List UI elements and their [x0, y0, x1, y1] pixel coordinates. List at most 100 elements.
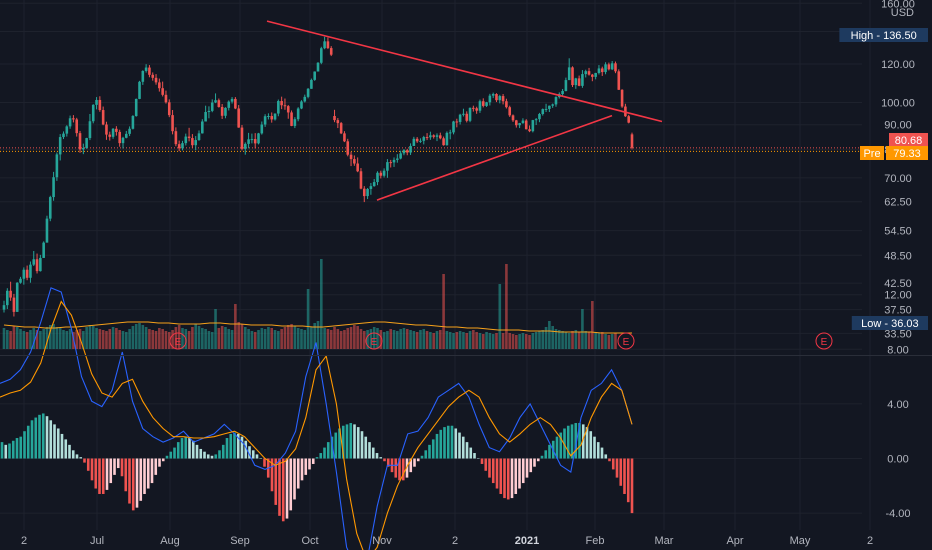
- candle-body: [614, 63, 617, 72]
- candle-body: [316, 62, 320, 72]
- candle-body: [475, 108, 478, 111]
- macd-histogram-bar: [473, 453, 476, 459]
- candle-body: [290, 112, 293, 126]
- macd-histogram-bar: [229, 433, 233, 459]
- candle-body: [210, 102, 214, 111]
- macd-histogram-bar: [416, 458, 420, 462]
- volume-bar: [293, 326, 297, 349]
- time-axis[interactable]: 2 Jul Aug Sep Oct Nov 2 2021 Feb Mar Apr May 2: [21, 535, 873, 547]
- volume-bar: [567, 333, 571, 349]
- volume-bar: [353, 325, 356, 349]
- candle-body: [306, 88, 310, 97]
- macd-histogram-bar: [308, 458, 311, 470]
- volume-bar: [452, 333, 455, 349]
- candle-body: [101, 110, 105, 125]
- volume-bar: [151, 330, 155, 349]
- candle-body: [448, 132, 452, 134]
- candle-body: [353, 159, 356, 164]
- volume-bar: [412, 331, 416, 349]
- volume-bar: [283, 327, 287, 349]
- volume-bar: [65, 331, 69, 349]
- price-tick-label: 54.50: [884, 226, 912, 238]
- candle-body: [45, 218, 49, 243]
- macd-histogram-bar: [26, 425, 30, 459]
- candle-body: [561, 90, 564, 95]
- macd-tick-label: 0.00: [887, 454, 908, 466]
- candle-body: [237, 108, 240, 128]
- candle-body: [620, 89, 624, 107]
- candle-body: [300, 101, 303, 109]
- macd-histogram-bar: [345, 424, 349, 459]
- candle-body: [293, 119, 297, 126]
- macd-histogram-bar: [465, 442, 469, 459]
- candle-body: [419, 140, 422, 142]
- macd-histogram-bar: [4, 444, 8, 459]
- volume-bar: [296, 328, 300, 349]
- macd-histogram-bar: [338, 428, 341, 459]
- candle-body: [151, 74, 155, 78]
- macd-histogram-bar: [86, 458, 90, 471]
- volume-bar: [210, 332, 214, 349]
- macd-histogram-bar: [446, 425, 450, 459]
- candle-body: [544, 108, 548, 110]
- candle-body: [296, 108, 300, 120]
- volume-bar: [88, 325, 92, 349]
- macd-histogram-bar: [495, 458, 499, 489]
- macd-histogram-bar: [236, 433, 240, 459]
- macd-histogram-bar: [476, 458, 480, 459]
- candle-body: [29, 264, 32, 278]
- candle-body: [181, 143, 184, 149]
- candle-body: [396, 158, 399, 160]
- volume-bar: [462, 332, 465, 349]
- volume-bar: [591, 301, 594, 349]
- last-price-tag-bg: [889, 133, 928, 147]
- candle-body: [366, 188, 369, 197]
- candle-body: [230, 98, 234, 102]
- volume-bar: [607, 335, 611, 349]
- volume-bar: [415, 332, 419, 349]
- macd-histogram-bar: [165, 455, 169, 459]
- candle-body: [19, 278, 22, 283]
- volume-bar: [227, 329, 231, 349]
- macd-histogram-bar: [285, 458, 289, 519]
- macd-histogram-bar: [368, 442, 371, 459]
- macd-histogram-bar: [383, 458, 386, 462]
- macd-tick-label: -4.00: [885, 508, 910, 520]
- macd-histogram-bar: [420, 455, 424, 459]
- candle-body: [538, 113, 541, 120]
- trendline: [266, 20, 663, 123]
- candle-body: [564, 80, 568, 91]
- candle-body: [253, 139, 257, 144]
- macd-histogram-bar: [431, 439, 435, 459]
- macd-histogram-bar: [608, 458, 611, 462]
- macd-histogram-bar: [150, 458, 154, 484]
- candle-body: [587, 71, 591, 75]
- volume-bar: [386, 331, 389, 349]
- volume-bar: [306, 289, 310, 349]
- volume-bar: [148, 329, 151, 349]
- candle-body: [455, 121, 459, 123]
- macd-histogram-bar: [548, 444, 551, 459]
- macd-histogram-bar: [443, 427, 446, 459]
- candle-body: [412, 138, 416, 146]
- volume-bar: [75, 330, 79, 349]
- earnings-marker: [169, 332, 187, 350]
- volume-bar: [333, 327, 336, 349]
- volume-bar: [518, 334, 521, 349]
- volume-bar: [491, 334, 495, 349]
- volume-bar: [82, 331, 85, 349]
- candle-body: [498, 96, 502, 101]
- candle-body: [362, 188, 366, 197]
- volume-bar: [131, 326, 135, 349]
- volume-bar: [419, 330, 422, 349]
- volume-bar: [32, 328, 36, 349]
- volume-bar: [409, 330, 412, 349]
- volume-bar: [524, 334, 528, 349]
- volume-bar: [442, 274, 445, 349]
- earnings-label: E: [821, 337, 828, 348]
- trendlines[interactable]: [266, 20, 663, 201]
- candle-body: [144, 67, 148, 71]
